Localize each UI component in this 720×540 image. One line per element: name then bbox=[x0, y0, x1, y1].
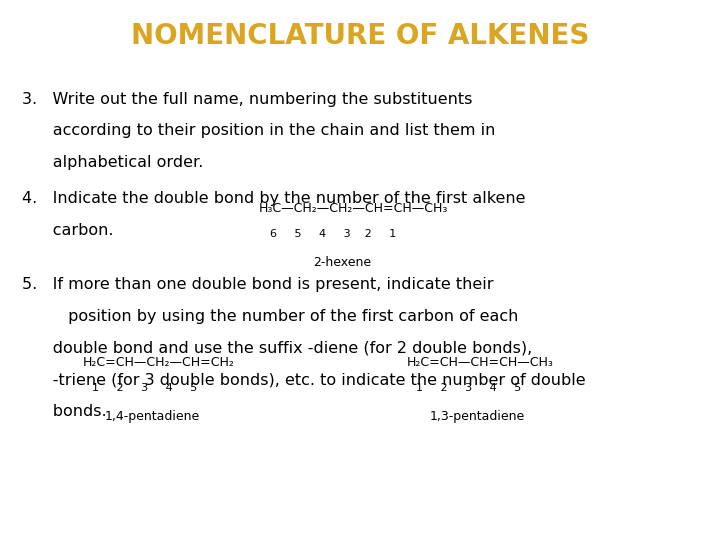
Text: 4.   Indicate the double bond by the number of the first alkene: 4. Indicate the double bond by the numbe… bbox=[22, 191, 525, 206]
Text: 1,3-pentadiene: 1,3-pentadiene bbox=[430, 410, 525, 423]
Text: H₂C=CH—CH₂—CH=CH₂: H₂C=CH—CH₂—CH=CH₂ bbox=[83, 356, 235, 369]
Text: 1     2     3     4     5: 1 2 3 4 5 bbox=[416, 383, 521, 394]
Text: 2-hexene: 2-hexene bbox=[313, 256, 372, 269]
Text: carbon.: carbon. bbox=[22, 223, 113, 238]
Text: double bond and use the suffix -diene (for 2 double bonds),: double bond and use the suffix -diene (f… bbox=[22, 340, 532, 355]
Text: NOMENCLATURE OF ALKENES: NOMENCLATURE OF ALKENES bbox=[131, 23, 589, 50]
Text: according to their position in the chain and list them in: according to their position in the chain… bbox=[22, 123, 495, 138]
Text: H₃C—CH₂—CH₂—CH=CH—CH₃: H₃C—CH₂—CH₂—CH=CH—CH₃ bbox=[259, 202, 449, 215]
Text: 1,4-pentadiene: 1,4-pentadiene bbox=[104, 410, 199, 423]
Text: 5.   If more than one double bond is present, indicate their: 5. If more than one double bond is prese… bbox=[22, 277, 493, 292]
Text: H₂C=CH—CH=CH—CH₃: H₂C=CH—CH=CH—CH₃ bbox=[407, 356, 554, 369]
Text: position by using the number of the first carbon of each: position by using the number of the firs… bbox=[22, 309, 518, 323]
Text: -triene (for 3 double bonds), etc. to indicate the number of double: -triene (for 3 double bonds), etc. to in… bbox=[22, 372, 585, 387]
Text: bonds.: bonds. bbox=[22, 404, 107, 419]
Text: alphabetical order.: alphabetical order. bbox=[22, 155, 203, 170]
Text: 1     2     3     4     5: 1 2 3 4 5 bbox=[92, 383, 197, 394]
Text: 6     5     4     3    2     1: 6 5 4 3 2 1 bbox=[270, 230, 396, 239]
Text: 3.   Write out the full name, numbering the substituents: 3. Write out the full name, numbering th… bbox=[22, 92, 472, 106]
